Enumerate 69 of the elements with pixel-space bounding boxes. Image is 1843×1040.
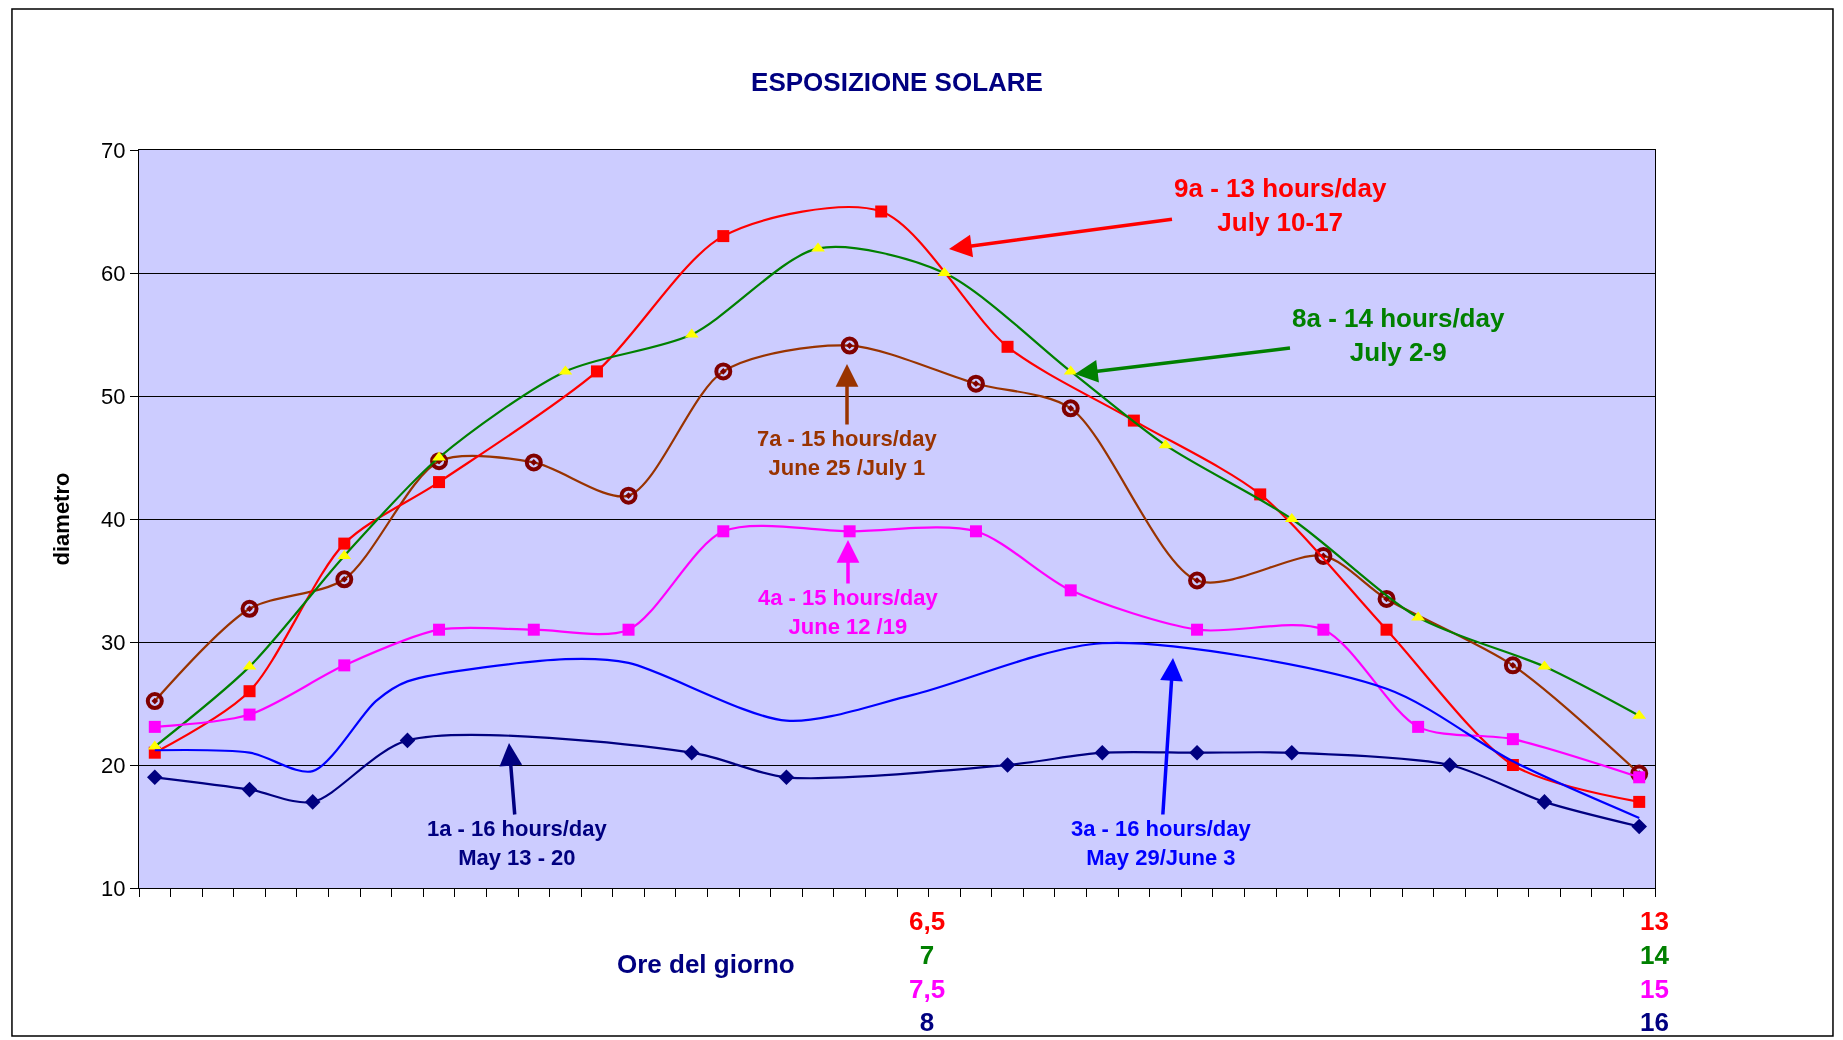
point [430,452,449,471]
point [1061,399,1080,418]
y-axis-title: diametro [48,472,74,566]
point [524,453,543,472]
point [840,336,859,355]
point [1094,744,1111,761]
point [1412,720,1425,733]
point [590,365,603,378]
point [338,537,351,550]
annotation: 8a - 14 hours/day July 2-9 [1292,303,1505,367]
point [811,242,825,252]
point [145,692,164,711]
text: 13 14 15 16 [1640,906,1670,1038]
point [304,794,321,810]
point [1536,794,1553,810]
annotation: 7a - 15 hours/day June 25 /July 1 [757,426,938,480]
chart-title: ESPOSIZIONE SOLARE [751,67,1043,98]
point [1441,757,1458,773]
point [875,205,888,218]
y-tick-label: 10 [101,875,126,901]
point [717,525,730,538]
point [399,732,416,749]
y-tick-label: 40 [101,506,126,532]
point [619,486,638,505]
point [1631,818,1648,835]
point [1314,546,1333,565]
point [433,476,446,489]
point [843,525,856,538]
point [966,374,985,393]
y-tick-label: 70 [101,137,126,163]
point [1188,571,1207,590]
point [622,623,635,636]
point [1630,764,1649,783]
point [148,720,161,733]
y-tick-label: 20 [101,752,126,778]
point [1189,744,1205,761]
point [243,685,256,698]
point [969,525,982,538]
y-tick-label: 30 [101,629,126,655]
annotation: 1a - 16 hours/day May 13 - 20 [427,816,608,870]
point [778,769,795,786]
point [243,708,256,721]
point [1191,623,1204,636]
point [717,230,730,243]
point [999,757,1016,773]
y-tick-label: 60 [101,260,126,286]
point [1506,733,1519,746]
point [527,623,540,636]
point [1503,656,1522,675]
point [683,744,700,761]
point [1633,795,1646,808]
point [1317,623,1330,636]
point [1283,744,1300,761]
point [1001,340,1014,353]
text: 6,5 7 7,5 8 [909,906,946,1038]
point [1380,623,1393,636]
point [714,362,733,381]
point [240,599,259,618]
point [1064,584,1077,597]
annotation: 3a - 16 hours/day May 29/June 3 [1071,816,1252,870]
point [241,781,258,798]
point [146,769,163,786]
point [338,659,351,672]
annotation: 9a - 13 hours/day July 10-17 [1174,173,1387,237]
x-axis-title: Ore del giorno [617,949,795,979]
point [335,570,354,589]
y-tick-label: 50 [101,383,126,409]
annotation: 4a - 15 hours/day June 12 /19 [758,585,939,639]
point [433,623,446,636]
